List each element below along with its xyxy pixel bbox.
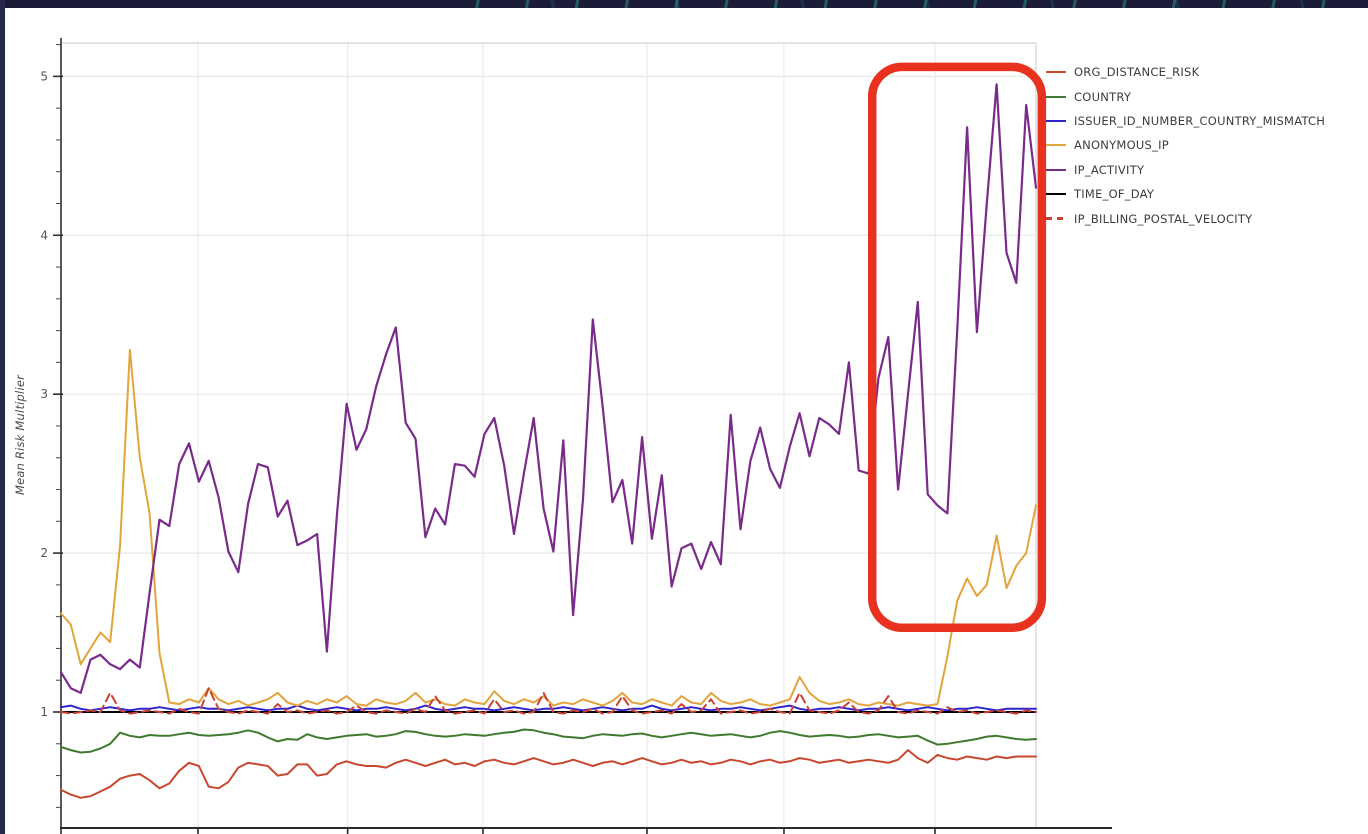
legend-color-swatch [1046, 95, 1066, 98]
legend-color-swatch [1046, 144, 1066, 147]
y-tick-label: 5 [40, 69, 48, 83]
legend-label: ISSUER_ID_NUMBER_COUNTRY_MISMATCH [1074, 113, 1326, 128]
legend-label: IP_ACTIVITY [1074, 162, 1145, 177]
y-tick-label: 1 [40, 705, 48, 719]
y-tick-label: 4 [40, 228, 48, 242]
legend-color-swatch [1046, 119, 1066, 122]
chart-legend: ORG_DISTANCE_RISK COUNTRY ISSUER_ID_NUMBER… [1046, 60, 1325, 231]
spike-highlight-annotation [867, 62, 1047, 633]
legend-color-swatch [1046, 217, 1066, 220]
legend-item: ORG_DISTANCE_RISK [1046, 60, 1325, 84]
top-dark-bar [0, 0, 1368, 8]
legend-color-swatch [1046, 193, 1066, 196]
legend-item: COUNTRY [1046, 84, 1325, 108]
legend-label: ORG_DISTANCE_RISK [1074, 65, 1200, 80]
y-tick-label: 3 [40, 387, 48, 401]
legend-item: IP_ACTIVITY [1046, 158, 1325, 182]
series-line-IP_ACTIVITY [59, 83, 1038, 695]
series-line-COUNTRY [60, 728, 1037, 754]
legend-label: ANONYMOUS_IP [1074, 138, 1169, 153]
legend-item: IP_BILLING_POSTAL_VELOCITY [1046, 206, 1325, 230]
legend-item: ANONYMOUS_IP [1046, 133, 1325, 157]
left-edge-strip [0, 0, 5, 834]
legend-item: TIME_OF_DAY [1046, 182, 1325, 206]
y-tick-label: 2 [40, 546, 48, 560]
top-bar-pattern [430, 0, 1368, 8]
legend-item: ISSUER_ID_NUMBER_COUNTRY_MISMATCH [1046, 109, 1325, 133]
legend-color-swatch [1046, 168, 1066, 171]
series-line-ANONYMOUS_IP [60, 348, 1037, 707]
legend-label: IP_BILLING_POSTAL_VELOCITY [1074, 211, 1253, 226]
legend-color-swatch [1046, 71, 1066, 74]
legend-label: COUNTRY [1074, 89, 1132, 104]
series-line-ISSUER_ID_NUMBER_COUNTRY_MISMATCH [60, 704, 1037, 712]
legend-label: TIME_OF_DAY [1074, 187, 1155, 202]
y-axis-label: Mean Risk Multiplier [13, 374, 27, 496]
series-line-ORG_DISTANCE_RISK [60, 749, 1037, 799]
